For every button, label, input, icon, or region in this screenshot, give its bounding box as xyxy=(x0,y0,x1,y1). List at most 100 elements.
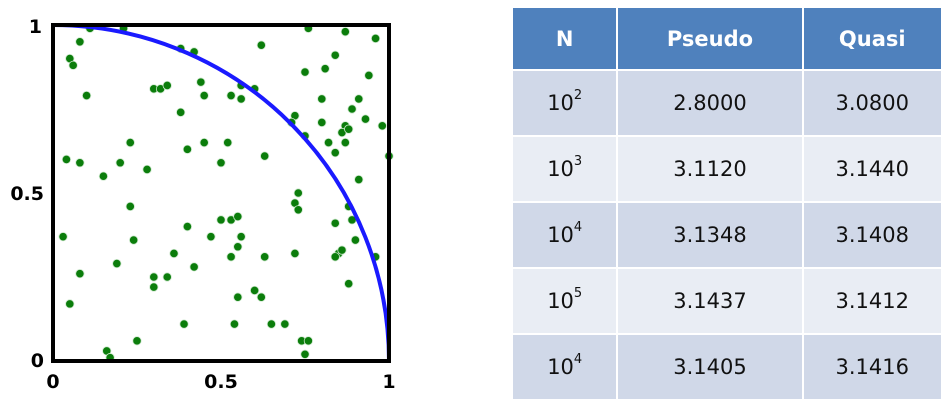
scatter-plot: 1 0.5 0 0 0.5 1 xyxy=(10,16,395,393)
cell-n: 104 xyxy=(513,333,618,399)
data-point xyxy=(370,33,381,44)
cell-n: 105 xyxy=(513,267,618,334)
data-point xyxy=(236,94,246,104)
data-point xyxy=(223,138,233,148)
data-point xyxy=(347,104,357,114)
data-point xyxy=(260,252,270,262)
cell-pseudo: 3.1405 xyxy=(616,333,803,399)
x-tick-label-0: 0 xyxy=(46,371,59,393)
table-row: 103 3.1120 3.1440 xyxy=(513,135,941,202)
header-quasi: Quasi xyxy=(801,8,941,70)
data-point xyxy=(115,158,125,168)
data-point xyxy=(290,248,300,259)
data-point xyxy=(142,164,152,175)
data-point xyxy=(303,336,313,346)
data-point xyxy=(260,151,270,161)
data-point xyxy=(216,158,226,168)
data-point xyxy=(75,269,85,279)
data-point xyxy=(317,94,327,104)
data-point xyxy=(75,158,85,168)
data-point xyxy=(233,211,243,222)
cell-quasi: 3.1440 xyxy=(801,135,941,202)
data-point xyxy=(226,90,236,101)
cell-n: 102 xyxy=(513,69,618,136)
n-base: 10 xyxy=(547,223,574,247)
data-point xyxy=(256,40,266,50)
data-point xyxy=(149,282,159,292)
data-point xyxy=(132,336,142,346)
data-point xyxy=(337,245,347,255)
n-base: 10 xyxy=(547,289,574,313)
n-exponent: 4 xyxy=(573,352,583,367)
y-tick-label-0.5: 0.5 xyxy=(10,183,44,205)
x-tick-label-1: 1 xyxy=(382,371,395,393)
pi-estimate-table: N Pseudo Quasi 102 2.8000 3.0800 103 3.1… xyxy=(513,8,941,399)
cell-pseudo: 3.1437 xyxy=(616,267,803,334)
n-exponent: 2 xyxy=(573,88,583,103)
data-point xyxy=(68,60,78,70)
cell-quasi: 3.1412 xyxy=(801,267,941,334)
n-base: 10 xyxy=(547,91,574,115)
data-point xyxy=(196,77,206,87)
data-point xyxy=(149,272,159,282)
quarter-circle-curve xyxy=(52,23,391,362)
cell-quasi: 3.0800 xyxy=(801,69,941,136)
data-point xyxy=(176,107,186,117)
data-point xyxy=(98,171,109,181)
data-point xyxy=(323,138,334,148)
x-tick-label-0.5: 0.5 xyxy=(204,371,238,393)
data-point xyxy=(377,121,387,131)
cell-quasi: 3.1416 xyxy=(801,333,941,399)
cell-pseudo: 2.8000 xyxy=(616,69,803,136)
data-point xyxy=(280,319,290,329)
data-point xyxy=(162,272,172,282)
plot-frame xyxy=(51,23,391,363)
n-base: 10 xyxy=(547,355,574,379)
data-point xyxy=(182,222,192,232)
data-point xyxy=(293,188,303,198)
data-point xyxy=(293,205,303,215)
data-point xyxy=(182,144,192,154)
data-point xyxy=(256,292,266,302)
data-point xyxy=(169,248,179,259)
data-point xyxy=(350,235,360,245)
data-point xyxy=(65,299,75,309)
cell-pseudo: 3.1120 xyxy=(616,135,803,202)
table-row: 104 3.1348 3.1408 xyxy=(513,201,941,268)
data-point xyxy=(300,67,310,77)
data-point xyxy=(125,201,135,212)
data-point xyxy=(330,218,340,228)
cell-pseudo: 3.1348 xyxy=(616,201,803,268)
data-point xyxy=(354,174,364,185)
n-base: 10 xyxy=(547,157,574,181)
y-tick-label-1: 1 xyxy=(29,16,42,38)
data-point xyxy=(320,64,330,74)
data-point xyxy=(58,232,68,242)
data-point xyxy=(330,252,340,262)
data-point xyxy=(340,27,350,37)
data-point xyxy=(125,138,135,148)
n-exponent: 3 xyxy=(573,154,583,169)
data-point xyxy=(340,138,350,148)
header-pseudo: Pseudo xyxy=(616,8,803,70)
data-point xyxy=(364,70,374,81)
data-point xyxy=(233,242,243,252)
cell-quasi: 3.1408 xyxy=(801,201,941,268)
table-row: 102 2.8000 3.0800 xyxy=(513,69,941,136)
data-point xyxy=(226,252,236,262)
data-point xyxy=(206,232,216,242)
data-point xyxy=(330,50,340,60)
data-point xyxy=(162,80,172,91)
table-header-row: N Pseudo Quasi xyxy=(513,8,941,70)
data-point xyxy=(229,319,240,329)
data-point xyxy=(354,94,364,104)
data-point xyxy=(75,37,85,47)
data-point xyxy=(179,319,189,329)
data-point xyxy=(266,319,276,329)
data-point xyxy=(344,124,354,134)
table-row: 105 3.1437 3.1412 xyxy=(513,267,941,334)
data-point xyxy=(199,90,209,101)
data-point xyxy=(236,232,246,242)
cell-n: 103 xyxy=(513,135,618,202)
y-tick-label-0: 0 xyxy=(31,350,44,372)
